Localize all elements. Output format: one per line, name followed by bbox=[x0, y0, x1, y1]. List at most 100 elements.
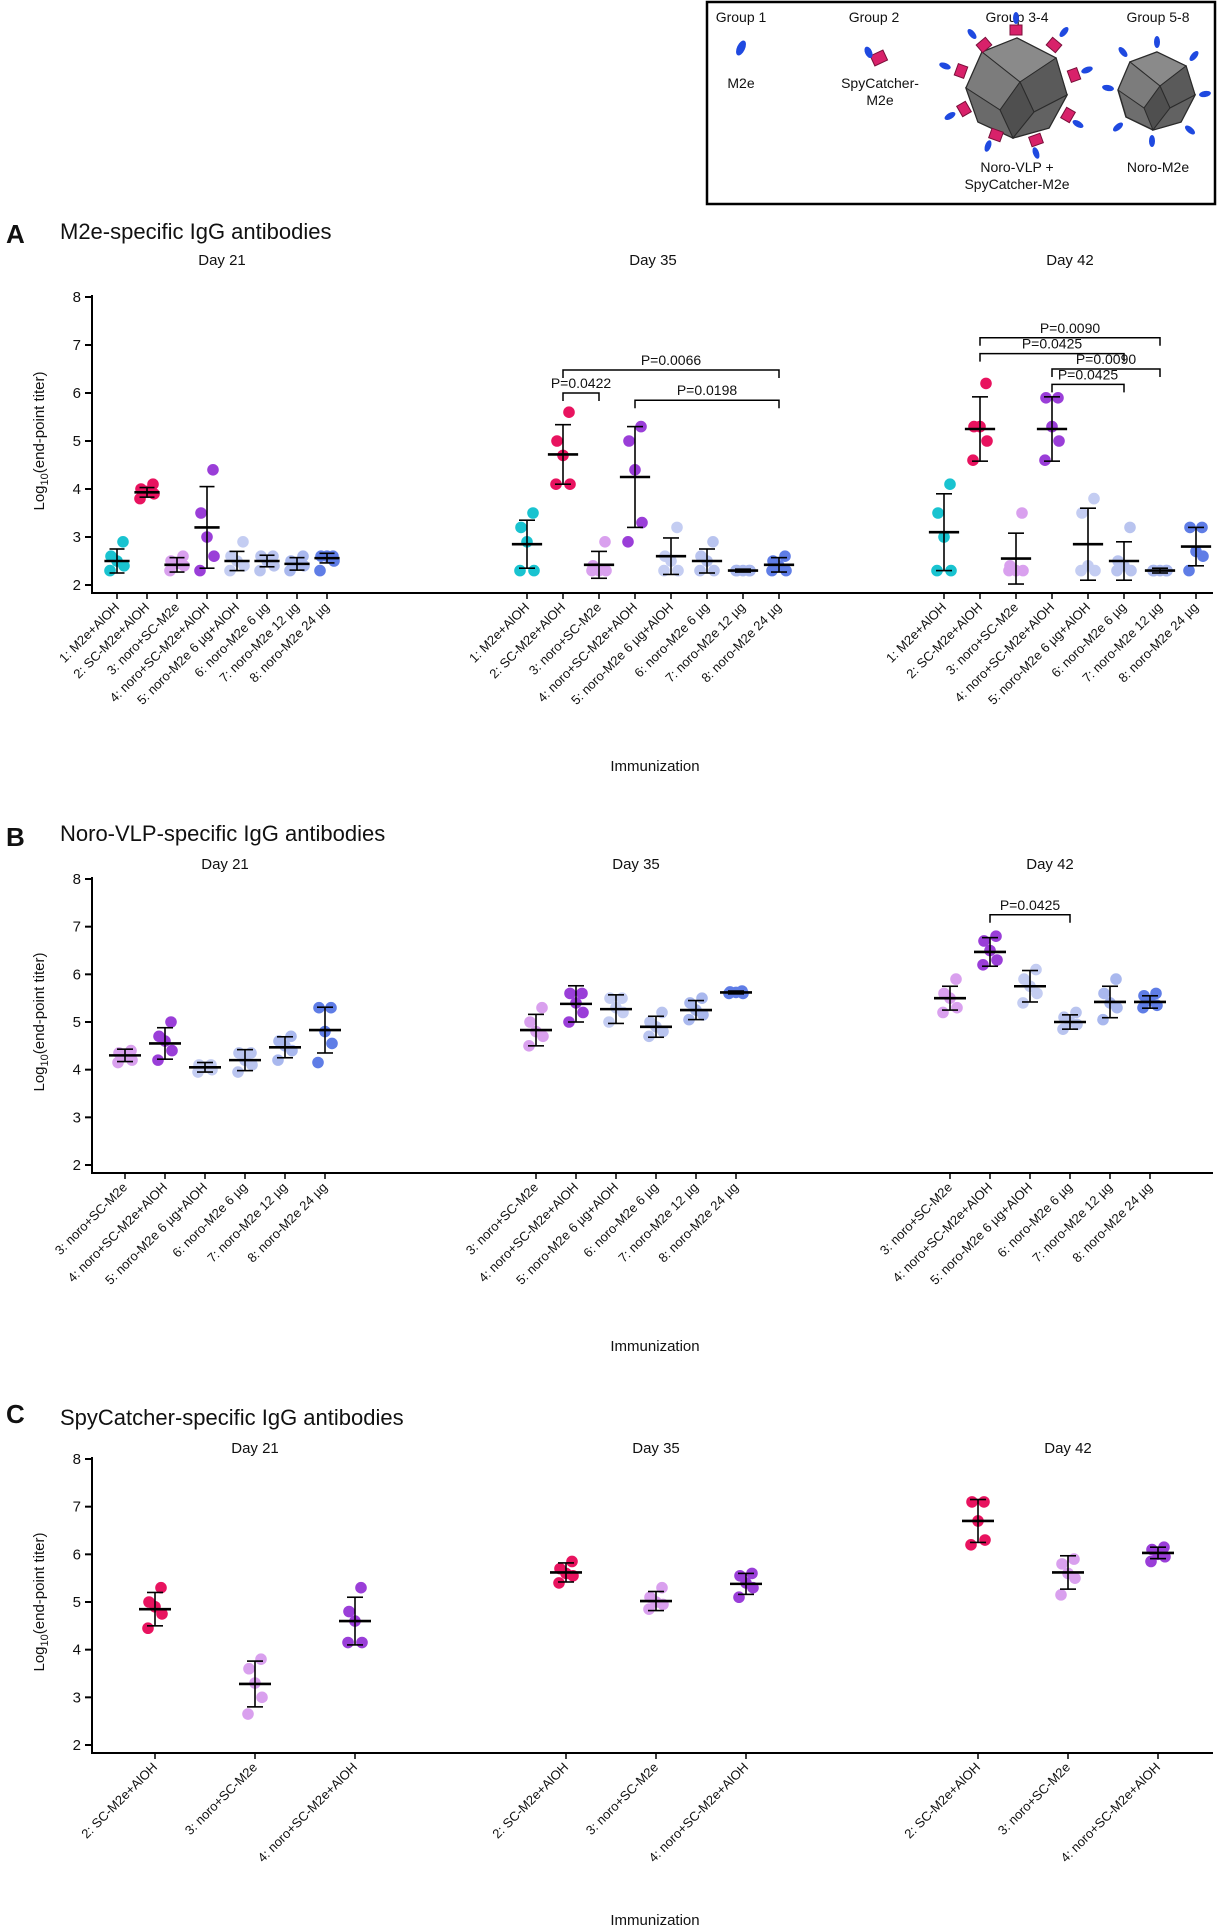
day-title: Day 42 bbox=[1044, 1440, 1092, 1457]
day-title: Day 42 bbox=[1046, 252, 1094, 269]
data-point bbox=[164, 564, 176, 577]
data-point bbox=[967, 454, 979, 467]
y-tick-label: 7 bbox=[73, 1499, 81, 1516]
data-point bbox=[553, 1577, 565, 1589]
data-point bbox=[566, 1555, 578, 1568]
spycatcher-m2e-icon bbox=[864, 46, 889, 67]
panel-title: SpyCatcher-specific IgG antibodies bbox=[60, 1405, 404, 1430]
data-point bbox=[208, 550, 220, 562]
legend-group58-label: Noro-M2e bbox=[1127, 159, 1189, 175]
day-title: Day 35 bbox=[629, 252, 677, 269]
group-3: 3: noro+SC-M2e bbox=[995, 1553, 1084, 1838]
data-point bbox=[1124, 521, 1136, 534]
legend-group1-title: Group 1 bbox=[716, 9, 767, 25]
data-point bbox=[950, 973, 962, 985]
data-point bbox=[193, 1059, 205, 1071]
day-title: Day 35 bbox=[632, 1440, 680, 1457]
data-point bbox=[225, 550, 237, 562]
group-3: 3: noro+SC-M2e bbox=[526, 536, 615, 678]
data-point bbox=[981, 435, 993, 447]
x-tick-label: 3: noro+SC-M2e bbox=[463, 1180, 541, 1258]
p-value-label: P=0.0090 bbox=[1076, 351, 1137, 367]
data-point bbox=[966, 1496, 978, 1508]
x-tick-label: 3: noro+SC-M2e bbox=[877, 1180, 955, 1258]
y-tick-label: 5 bbox=[73, 1014, 81, 1031]
day-title: Day 21 bbox=[231, 1440, 279, 1457]
data-point bbox=[256, 1691, 268, 1704]
data-point bbox=[672, 564, 684, 577]
data-point bbox=[932, 507, 944, 519]
data-point bbox=[563, 406, 575, 419]
data-point bbox=[694, 564, 706, 577]
data-point bbox=[515, 521, 527, 534]
data-point bbox=[695, 550, 707, 562]
p-value-label: P=0.0066 bbox=[641, 352, 702, 368]
data-point bbox=[355, 1581, 367, 1594]
day-title: Day 21 bbox=[201, 856, 249, 873]
data-point bbox=[528, 564, 540, 577]
y-tick-label: 4 bbox=[73, 1642, 81, 1659]
group-2: 2: SC-M2e+AlOH bbox=[70, 478, 160, 681]
data-point bbox=[514, 564, 526, 577]
data-point bbox=[125, 1044, 137, 1057]
day-group-3: Day 42P=0.0090P=0.0425P=0.0090P=0.04251:… bbox=[883, 252, 1212, 708]
legend-group34-label: Noro-VLP + SpyCatcher-M2e bbox=[964, 159, 1069, 192]
y-tick-label: 3 bbox=[73, 1689, 81, 1706]
y-tick-label: 4 bbox=[73, 481, 81, 498]
data-point bbox=[273, 1035, 285, 1047]
data-point bbox=[656, 1581, 668, 1594]
data-point bbox=[243, 1662, 255, 1675]
group-2: 2: SC-M2e+AlOH bbox=[901, 1496, 994, 1841]
data-point bbox=[603, 1016, 615, 1028]
panel-a: A M2e-specific IgG antibodies 2 3 4 5 6 7 8 Log10… bbox=[6, 219, 1213, 775]
legend-group1-label: M2e bbox=[727, 75, 754, 91]
data-point bbox=[312, 1056, 324, 1069]
data-point bbox=[104, 564, 116, 577]
data-point bbox=[1056, 1558, 1068, 1570]
data-point bbox=[696, 992, 708, 1004]
p-value-label: P=0.0425 bbox=[1022, 336, 1083, 352]
data-point bbox=[1088, 492, 1100, 505]
data-point bbox=[255, 550, 267, 562]
data-point bbox=[979, 1534, 991, 1546]
data-point bbox=[254, 564, 266, 577]
y-tick-label: 8 bbox=[73, 871, 81, 888]
data-point bbox=[143, 1596, 155, 1608]
legend-group2-title: Group 2 bbox=[849, 9, 900, 25]
data-point bbox=[599, 536, 611, 548]
data-point bbox=[156, 1608, 168, 1620]
data-point bbox=[194, 564, 206, 577]
panel-letter: C bbox=[6, 1399, 25, 1429]
data-point bbox=[937, 1006, 949, 1019]
y-tick-label: 5 bbox=[73, 433, 81, 450]
data-point bbox=[978, 1496, 990, 1508]
data-point bbox=[576, 987, 588, 1000]
significance-bracket bbox=[562, 369, 780, 378]
data-point bbox=[165, 1016, 177, 1028]
y-tick-label: 8 bbox=[73, 289, 81, 306]
data-point bbox=[1150, 987, 1162, 1000]
data-point bbox=[117, 536, 129, 548]
x-tick-label: 4: noro+SC-M2e+AlOH bbox=[1057, 1760, 1163, 1866]
data-point bbox=[356, 1636, 368, 1649]
p-value-label: P=0.0425 bbox=[1058, 366, 1119, 382]
data-point bbox=[779, 550, 791, 562]
group-3: 3: noro+SC-M2e bbox=[182, 1653, 271, 1838]
data-point bbox=[152, 1054, 164, 1066]
data-point bbox=[708, 564, 720, 577]
significance-bracket bbox=[562, 392, 600, 401]
significance-bracket bbox=[1051, 383, 1125, 393]
y-tick-label: 3 bbox=[73, 529, 81, 546]
p-value-label: P=0.0198 bbox=[677, 382, 738, 398]
data-point bbox=[1004, 560, 1016, 572]
data-point bbox=[1097, 1013, 1109, 1026]
legend-group58-title: Group 5-8 bbox=[1126, 9, 1189, 25]
data-point bbox=[980, 377, 992, 390]
